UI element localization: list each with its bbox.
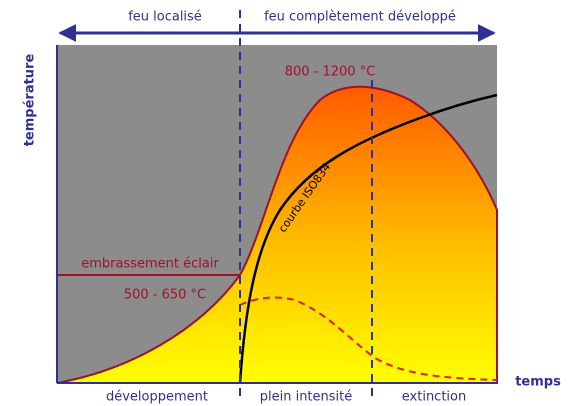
phase-label: feu localisé xyxy=(128,10,202,25)
iso-curve xyxy=(238,93,498,384)
stage-label: plein intensité xyxy=(260,390,353,405)
decay-curve xyxy=(239,296,498,381)
phase-label: feu complètement développé xyxy=(264,10,456,25)
stage-label: extinction xyxy=(402,390,466,405)
x-axis-label: temps xyxy=(515,375,561,390)
annotation: 800 - 1200 °C xyxy=(285,65,376,80)
annotation: embrassement éclair xyxy=(81,257,219,272)
fire-curve xyxy=(56,85,498,384)
y-axis-label: température xyxy=(23,54,38,147)
stage-label: développement xyxy=(106,390,208,405)
annotation: 500 - 650 °C xyxy=(124,288,206,303)
